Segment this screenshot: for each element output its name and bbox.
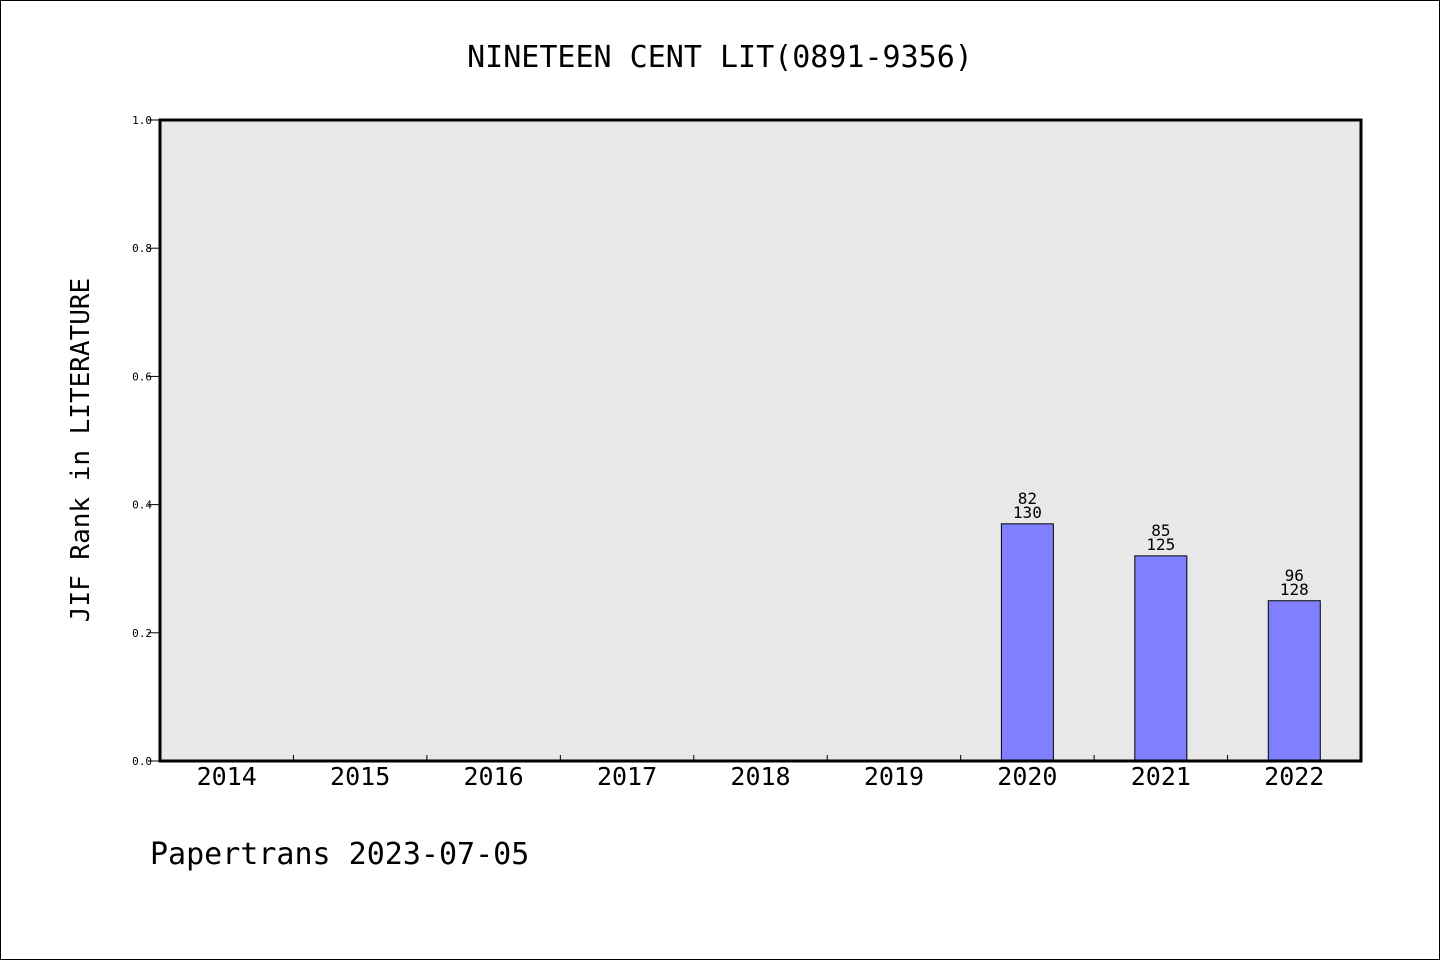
bar-2021	[1134, 555, 1188, 762]
y-tick-label: 0.0	[132, 755, 152, 768]
footer-text: Papertrans 2023-07-05	[150, 837, 529, 872]
bar-label-rank: 96	[1285, 566, 1304, 585]
x-tick-label: 2022	[1264, 762, 1324, 791]
bar-2022	[1267, 600, 1321, 762]
bar-2020	[1000, 523, 1054, 762]
y-tick-label: 0.4	[132, 499, 152, 512]
bar-label-total: 130	[1013, 503, 1042, 522]
x-tick-label: 2016	[464, 762, 524, 791]
bar-label-total: 125	[1146, 535, 1175, 554]
bars-group	[1000, 523, 1321, 762]
y-axis-label: JIF Rank in LITERATURE	[66, 278, 96, 622]
x-tick-label: 2015	[330, 762, 390, 791]
bar-label-rank: 85	[1151, 521, 1170, 540]
x-tick-label: 2018	[730, 762, 790, 791]
y-tick-label: 1.0	[132, 114, 152, 127]
x-ticks-group: 2014 2015 2016 2017 2018 2019 2020 2021 2022	[197, 755, 1324, 791]
y-ticks-group: 0.0 0.2 0.4 0.6 0.8 1.0	[132, 114, 160, 768]
y-tick-label: 0.6	[132, 370, 152, 383]
bar-label-total: 128	[1280, 580, 1309, 599]
x-tick-label: 2021	[1131, 762, 1191, 791]
bar-label-rank: 82	[1018, 489, 1037, 508]
y-tick-label: 0.8	[132, 242, 152, 255]
x-tick-label: 2017	[597, 762, 657, 791]
y-tick-label: 0.2	[132, 627, 152, 640]
x-tick-label: 2019	[864, 762, 924, 791]
x-tick-label: 2020	[997, 762, 1057, 791]
plot-border	[158, 118, 1363, 763]
x-tick-label: 2014	[197, 762, 257, 791]
chart-title: NINETEEN CENT LIT(0891-9356)	[467, 40, 973, 75]
